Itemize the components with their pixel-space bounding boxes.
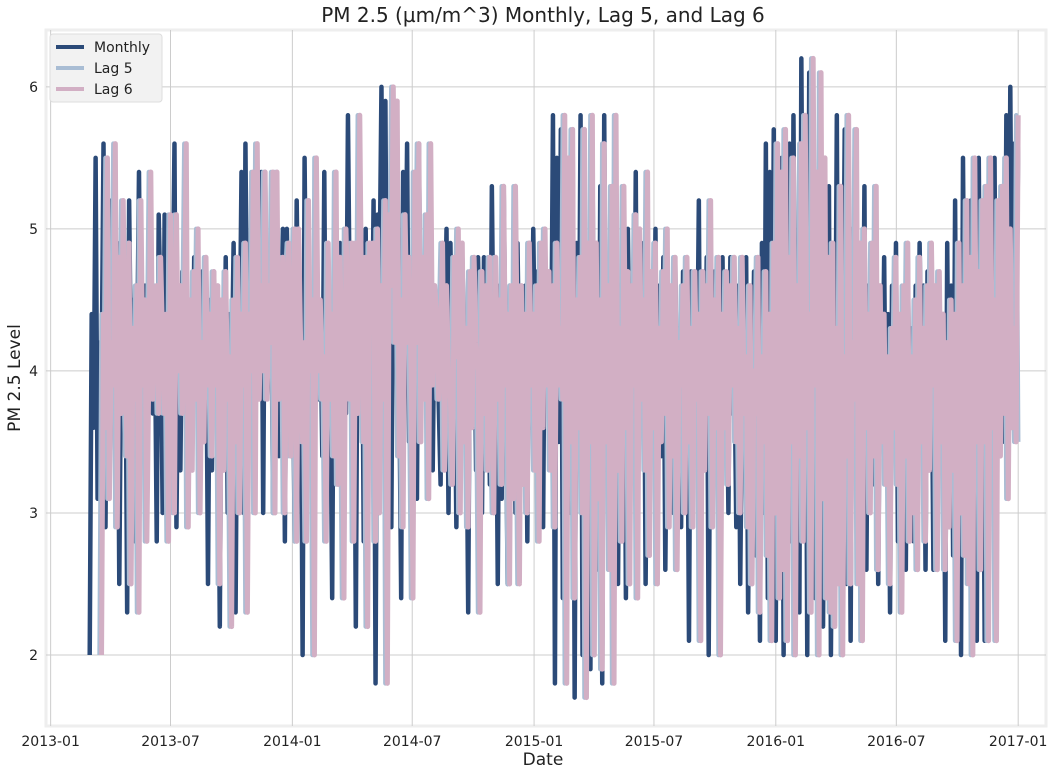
legend-label-lag-5: Lag 5	[94, 61, 133, 77]
y-tick-label: 2	[29, 648, 38, 664]
y-tick-label: 6	[29, 80, 38, 96]
legend-label-lag-6: Lag 6	[94, 82, 133, 98]
y-axis-ticks: 2 3 4 5 6	[29, 80, 38, 664]
x-tick-label: 2017-01	[989, 734, 1048, 750]
x-tick-label: 2015-07	[625, 734, 684, 750]
legend: Monthly Lag 5 Lag 6	[49, 33, 163, 103]
x-tick-label: 2013-07	[141, 734, 200, 750]
legend-box	[49, 33, 163, 103]
series-lines	[87, 55, 1021, 701]
y-tick-label: 4	[29, 364, 38, 380]
series-line-lag-6	[99, 55, 1021, 701]
y-tick-label: 3	[29, 506, 38, 522]
x-tick-label: 2013-01	[21, 734, 80, 750]
y-tick-label: 5	[29, 222, 38, 238]
legend-label-monthly: Monthly	[94, 40, 150, 56]
x-tick-label: 2015-01	[505, 734, 564, 750]
x-axis-title: Date	[523, 750, 564, 770]
x-tick-label: 2016-01	[747, 734, 806, 750]
y-axis-title: PM 2.5 Level	[5, 324, 25, 432]
x-tick-label: 2014-07	[383, 734, 442, 750]
x-tick-label: 2016-07	[867, 734, 926, 750]
chart-title: PM 2.5 (µm/m^3) Monthly, Lag 5, and Lag …	[321, 3, 765, 27]
x-axis-ticks: 2013-01 2013-07 2014-01 2014-07 2015-01 2015-…	[21, 734, 1047, 750]
x-tick-label: 2014-01	[263, 734, 322, 750]
